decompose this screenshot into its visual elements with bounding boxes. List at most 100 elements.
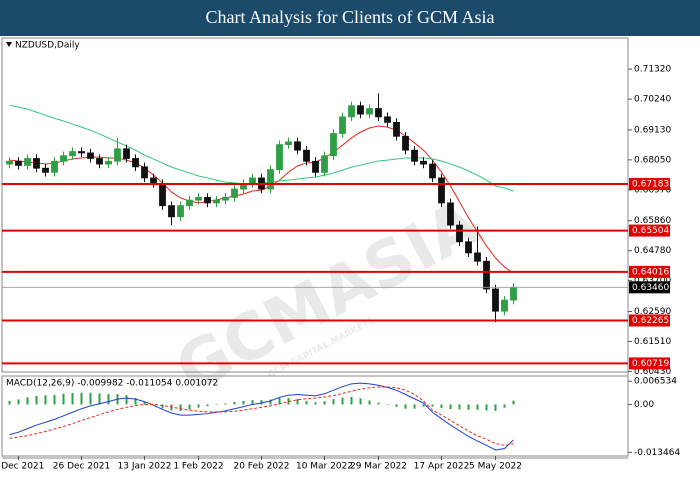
candle-body — [33, 158, 40, 169]
histogram-bar — [386, 404, 389, 405]
candle-body — [150, 177, 157, 184]
candle-body — [375, 108, 382, 118]
histogram-bar — [260, 400, 263, 405]
candle-body — [501, 299, 508, 312]
histogram-bar — [251, 400, 254, 405]
y-tick-label: 0.70240 — [634, 95, 671, 105]
level-label: 0.64016 — [632, 267, 669, 277]
histogram-bar — [503, 404, 506, 408]
histogram-bar — [8, 400, 11, 405]
histogram-bar — [188, 404, 191, 410]
candle-body — [339, 116, 346, 134]
macd-line — [9, 386, 514, 446]
x-tick-label: 10 Mar 2022 — [296, 462, 353, 472]
candle-body — [60, 155, 67, 162]
histogram-bar — [368, 400, 371, 405]
histogram-bar — [98, 393, 101, 405]
last-price-box — [629, 281, 670, 294]
candle-body — [267, 169, 274, 190]
candle-body — [213, 199, 220, 204]
candle-body — [312, 160, 319, 173]
candle-body — [483, 260, 490, 290]
symbol-arrow — [6, 42, 12, 47]
histogram-bar — [242, 400, 245, 405]
x-tick-label: 20 Feb 2022 — [233, 462, 289, 472]
histogram-bar — [269, 399, 272, 405]
histogram-bar — [125, 395, 128, 405]
candle-body — [285, 141, 292, 146]
histogram-bar — [80, 392, 83, 405]
histogram-bar — [197, 404, 200, 408]
histogram-bar — [53, 394, 56, 405]
y-tick-label: 0.60430 — [634, 367, 671, 377]
candle-body — [168, 205, 175, 218]
histogram-bar — [404, 404, 407, 409]
y-tick-label: 0.00 — [634, 400, 654, 410]
candle-body — [15, 160, 22, 166]
x-tick-label: 13 Jan 2022 — [118, 462, 172, 472]
candle-body — [294, 141, 301, 151]
histogram-bar — [35, 395, 38, 405]
candle-body — [6, 160, 13, 165]
histogram-bar — [314, 402, 317, 405]
candle-body — [510, 286, 517, 301]
macd-line — [9, 382, 514, 451]
candle-body — [69, 151, 76, 157]
level-box — [629, 224, 670, 237]
candle-body — [357, 105, 364, 115]
candle-body — [321, 155, 328, 173]
histogram-bar — [296, 399, 299, 405]
histogram-bar — [395, 404, 398, 407]
candle-body — [231, 188, 238, 198]
histogram-bar — [17, 399, 20, 405]
candle-body — [348, 105, 355, 118]
candle-body — [492, 288, 499, 312]
header-title: Chart Analysis for Clients of GCM Asia — [206, 7, 495, 27]
y-tick-label: 0.006534 — [634, 377, 677, 387]
histogram-bar — [350, 396, 353, 405]
histogram-bar — [458, 404, 461, 410]
candle-body — [123, 148, 130, 159]
level-box — [629, 177, 670, 190]
histogram-bar — [107, 394, 110, 405]
histogram-bar — [440, 404, 443, 408]
level-label: 0.62265 — [632, 316, 669, 326]
candle-body — [384, 116, 391, 123]
y-tick-label: 0.66970 — [634, 185, 671, 195]
level-label: 0.67183 — [632, 179, 669, 189]
histogram-bar — [512, 400, 515, 405]
level-box — [629, 357, 670, 370]
histogram-bar — [476, 404, 479, 410]
candle-body — [204, 196, 211, 204]
candle-body — [303, 149, 310, 162]
histogram-bar — [413, 404, 416, 409]
histogram-bar — [341, 397, 344, 405]
last-price-label: 0.63460 — [632, 283, 669, 293]
histogram-bar — [161, 404, 164, 409]
histogram-bar — [449, 404, 452, 410]
histogram-bar — [134, 398, 137, 405]
candle-body — [456, 224, 463, 243]
x-tick-label: 29 Mar 2022 — [350, 462, 407, 472]
chart-layer: NZDUSD,Daily 0.71320 0.70240 0.69130 0.68050… — [0, 41, 680, 472]
candle-body — [402, 135, 409, 151]
histogram-bar — [233, 401, 236, 405]
candle-body — [42, 167, 49, 173]
histogram-bar — [179, 404, 182, 411]
x-tick-label: 7 Dec 2021 — [0, 462, 44, 472]
candle-body — [276, 144, 283, 171]
candle-body — [195, 196, 202, 201]
histogram-bar — [215, 404, 218, 405]
level-label: 0.60719 — [632, 359, 669, 369]
histogram-bar — [422, 404, 425, 407]
histogram-bar — [89, 392, 92, 405]
candle-body — [330, 133, 337, 157]
y-tick-label: -0.013464 — [634, 448, 680, 458]
level-box — [629, 265, 670, 278]
histogram-bar — [224, 403, 227, 405]
symbol-label: NZDUSD,Daily — [15, 41, 80, 51]
header-bar — [0, 0, 700, 36]
histogram-bar — [467, 404, 470, 410]
